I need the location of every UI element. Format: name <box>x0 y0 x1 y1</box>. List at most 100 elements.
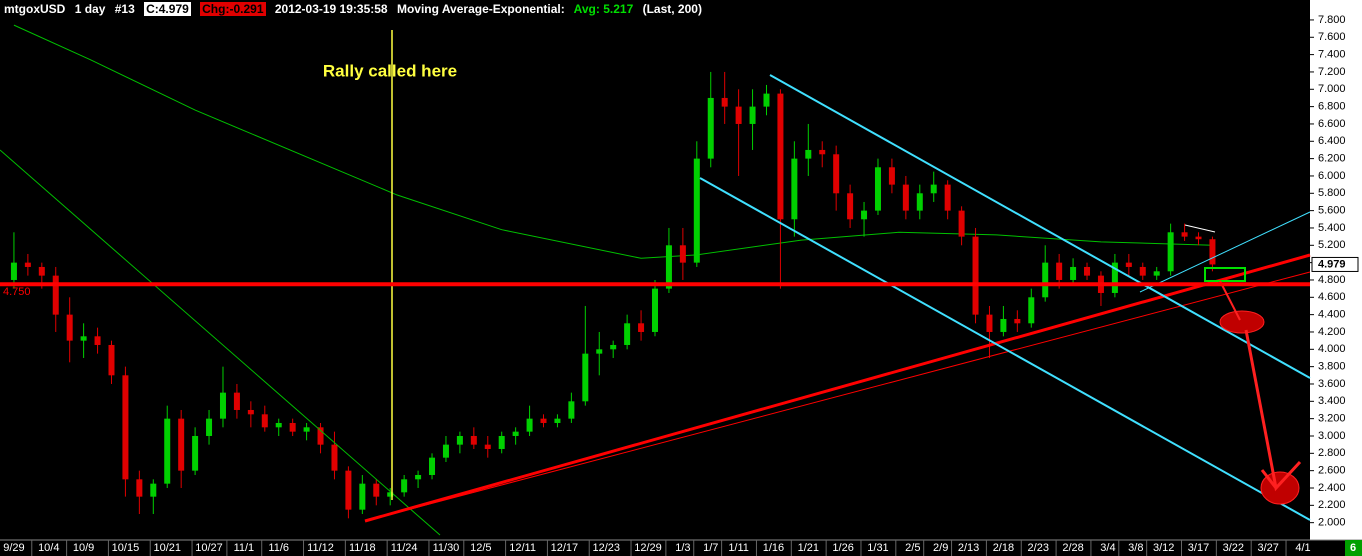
candle-body <box>233 392 240 410</box>
support-line-thin <box>364 271 1311 522</box>
candle-body <box>498 435 505 449</box>
header: mtgoxUSD 1 day #13 C:4.979 Chg:-0.291 20… <box>0 0 708 18</box>
candle-body <box>1056 262 1063 280</box>
candle-body <box>930 184 937 194</box>
y-tick-label: 3.600 <box>1318 378 1346 390</box>
x-tick-label: 12/23 <box>592 542 620 554</box>
x-tick-label: 10/27 <box>195 542 223 554</box>
x-tick-label: 1/16 <box>763 542 784 554</box>
y-tick-label: 6.200 <box>1318 153 1346 165</box>
candle-body <box>512 431 519 436</box>
x-tick-label: 3/22 <box>1223 542 1244 554</box>
candle-body <box>526 418 533 432</box>
x-tick-label: 2/28 <box>1062 542 1083 554</box>
x-tick-label: 12/29 <box>634 542 662 554</box>
candle-body <box>24 262 31 267</box>
candle-body <box>1153 271 1160 276</box>
candle-body <box>596 349 603 354</box>
x-tick-label: 1/7 <box>703 542 718 554</box>
candle-body <box>1070 266 1077 280</box>
candle-body <box>665 245 672 289</box>
target-box <box>1204 267 1246 282</box>
candle-body <box>749 106 756 124</box>
candle-body <box>122 375 129 480</box>
y-tick-label: 4.400 <box>1318 309 1346 321</box>
channel-lower <box>699 177 1311 521</box>
candle-body <box>847 193 854 220</box>
candle-body <box>387 492 394 497</box>
candle-body <box>52 275 59 315</box>
y-tick-label: 4.800 <box>1318 274 1346 286</box>
y-tick-label: 2.400 <box>1318 482 1346 494</box>
y-tick-label: 3.800 <box>1318 361 1346 373</box>
candle-body <box>164 418 171 484</box>
x-tick-label: 10/4 <box>38 542 59 554</box>
y-tick-label: 6.400 <box>1318 135 1346 147</box>
y-tick-label: 7.200 <box>1318 66 1346 78</box>
x-tick-label: 2/18 <box>993 542 1014 554</box>
annotation: Rally called here <box>323 61 457 80</box>
y-tick-label: 7.400 <box>1318 49 1346 61</box>
support-line <box>364 253 1311 523</box>
candle-body <box>261 414 268 428</box>
corner-box <box>1345 540 1362 556</box>
y-tick-label: 4.600 <box>1318 291 1346 303</box>
candle-body <box>345 470 352 510</box>
series-layer <box>10 24 1216 519</box>
candle-body <box>247 409 254 415</box>
y-tick-label: 5.200 <box>1318 239 1346 251</box>
x-tick-label: 11/6 <box>268 542 289 554</box>
candle-body <box>540 418 547 423</box>
target-ellipse <box>1219 310 1265 334</box>
channel-upper <box>769 74 1311 379</box>
y-tick-label: 4.200 <box>1318 326 1346 338</box>
y-tick-label: 6.800 <box>1318 101 1346 113</box>
candle-body <box>721 97 728 107</box>
candle-body <box>735 106 742 124</box>
y-tick-label: 7.800 <box>1318 14 1346 26</box>
candle-body <box>442 444 449 458</box>
candle-body <box>652 288 658 332</box>
x-tick-label: 11/24 <box>391 542 418 554</box>
candle-body <box>289 422 296 432</box>
x-tick-label: 10/9 <box>73 542 94 554</box>
candle-body <box>1209 239 1216 265</box>
y-tick-label: 7.000 <box>1318 83 1346 95</box>
candle-body <box>1139 266 1146 276</box>
x-tick-label: 3/27 <box>1257 542 1278 554</box>
params: (Last, 200) <box>642 2 702 16</box>
candle-body <box>359 483 366 510</box>
y-tick-label: 2.800 <box>1318 447 1346 459</box>
candle-body <box>1181 232 1188 237</box>
candle-body <box>958 210 965 237</box>
candle-body <box>638 323 645 332</box>
candle-body <box>679 245 686 263</box>
x-tick-label: 3/8 <box>1128 542 1143 554</box>
last-price-box <box>1311 256 1359 272</box>
candle-body <box>1195 236 1202 240</box>
candle-body <box>916 193 923 211</box>
candle-body <box>624 323 631 345</box>
candle-body <box>1084 266 1091 276</box>
y-tick-label: 3.400 <box>1318 395 1346 407</box>
channel-line <box>1139 211 1311 293</box>
candle-body <box>791 158 798 220</box>
y-tick-label: 2.600 <box>1318 465 1346 477</box>
candle-body <box>429 457 436 475</box>
candle-body <box>986 314 993 332</box>
x-tick-label: 3/17 <box>1188 542 1209 554</box>
candle-body <box>470 435 477 445</box>
candle-body <box>484 444 491 449</box>
close-label: C:4.979 <box>144 2 191 16</box>
x-tick-label: 9/29 <box>3 542 24 554</box>
level-label: 4.750 <box>3 286 31 298</box>
x-tick-label: 3/4 <box>1100 542 1115 554</box>
candle-body <box>693 158 700 263</box>
y-tick-label: 5.600 <box>1318 205 1346 217</box>
corner-label: 6 <box>1350 542 1356 554</box>
x-tick-label: 2/23 <box>1028 542 1049 554</box>
y-tick-label: 5.800 <box>1318 187 1346 199</box>
candle-body <box>1000 318 1007 332</box>
x-tick-label: 12/11 <box>509 542 536 554</box>
